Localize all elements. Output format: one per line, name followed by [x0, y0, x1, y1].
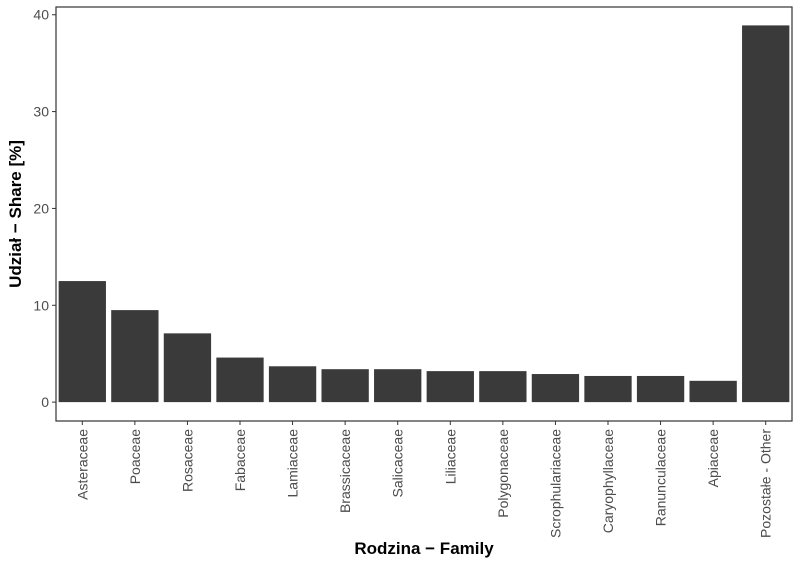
x-axis-ticks: Asteraceae Poaceae Rosaceae Fabaceae Lamiace… — [74, 421, 774, 538]
y-axis-title: Udział − Share [%] — [6, 140, 25, 288]
y-tick-label: 10 — [33, 297, 49, 313]
x-tick-label: Caryophyllaceae — [600, 429, 616, 533]
x-tick-label: Rosaceae — [179, 429, 195, 492]
x-tick-label: Polygonaceae — [495, 429, 511, 518]
x-tick-label: Lamiaceae — [285, 429, 301, 498]
bar — [689, 380, 737, 403]
y-tick-label: 0 — [41, 394, 49, 410]
y-tick-label: 30 — [33, 104, 49, 120]
y-tick-label: 20 — [33, 200, 49, 216]
x-tick-label: Ranunculaceae — [653, 429, 669, 527]
bars — [58, 25, 790, 403]
bar — [374, 369, 422, 403]
bar — [584, 375, 632, 403]
bar — [163, 333, 212, 403]
bar — [742, 25, 790, 403]
x-tick-label: Pozostałe - Other — [758, 429, 774, 538]
bar — [216, 357, 264, 403]
bar — [268, 366, 317, 403]
y-tick-label: 40 — [33, 7, 49, 23]
bar — [636, 375, 685, 403]
bar — [479, 371, 527, 403]
bar — [111, 310, 159, 403]
y-axis-ticks: 0 10 20 30 40 — [33, 7, 56, 410]
x-tick-label: Scrophulariaceae — [547, 429, 563, 538]
plot-panel-border — [55, 6, 793, 422]
x-tick-label: Fabaceae — [232, 429, 248, 491]
x-axis-title: Rodzina − Family — [354, 539, 494, 558]
x-tick-label: Poaceae — [127, 429, 143, 484]
x-tick-label: Apiaceae — [705, 429, 721, 488]
bar — [531, 374, 580, 403]
x-tick-label: Brassicaceae — [337, 429, 353, 513]
x-tick-label: Liliaceae — [442, 429, 458, 484]
x-tick-label: Asteraceae — [74, 429, 90, 500]
bar — [58, 281, 106, 403]
bar — [321, 369, 369, 403]
x-tick-label: Salicaceae — [390, 429, 406, 498]
bar — [426, 371, 474, 403]
